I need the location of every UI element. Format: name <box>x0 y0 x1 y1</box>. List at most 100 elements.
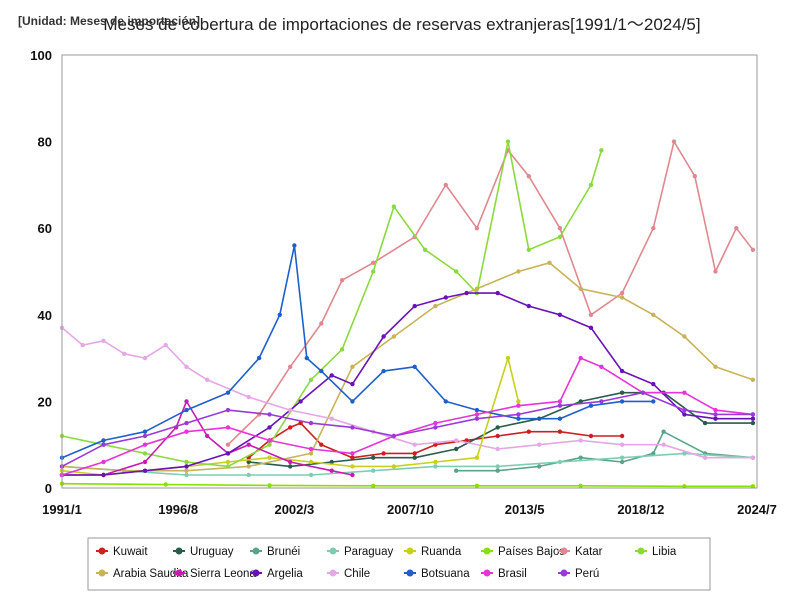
data-point <box>526 247 531 252</box>
legend-label: Libia <box>652 546 677 558</box>
data-point <box>391 433 397 439</box>
data-point <box>412 442 417 447</box>
data-point <box>619 390 625 395</box>
data-point <box>713 364 718 369</box>
data-point <box>433 420 438 426</box>
data-point <box>267 438 272 443</box>
series-lines <box>59 139 756 489</box>
unit-label: [Unidad: Meses de importación] <box>18 14 200 28</box>
data-point <box>391 464 397 469</box>
legend-label: Paraguay <box>344 546 393 558</box>
data-point <box>292 243 297 248</box>
data-point <box>371 455 376 460</box>
legend-label: Perú <box>575 568 599 580</box>
y-tick-label: 40 <box>38 308 52 323</box>
y-tick-label: 80 <box>38 135 52 150</box>
data-point <box>433 442 438 447</box>
data-point <box>443 399 448 404</box>
data-point <box>246 459 251 465</box>
legend-label: Brunéi <box>267 546 300 558</box>
data-point <box>308 472 314 478</box>
data-point <box>578 483 583 488</box>
data-point <box>308 459 314 465</box>
data-point <box>350 425 355 430</box>
data-point <box>619 459 625 465</box>
data-point <box>713 407 718 413</box>
data-point <box>578 455 583 460</box>
y-tick-label: 0 <box>45 481 52 496</box>
data-point <box>267 412 272 417</box>
data-point <box>588 312 594 317</box>
data-point <box>308 446 314 452</box>
legend-item: Sierra Leona <box>173 568 256 580</box>
data-point <box>619 442 625 447</box>
data-point <box>734 226 739 231</box>
legend-item: Ruanda <box>404 546 462 558</box>
data-point <box>184 399 189 404</box>
data-point <box>288 464 293 469</box>
data-point <box>101 442 106 447</box>
data-point <box>474 483 480 488</box>
data-point <box>184 472 189 478</box>
data-point <box>350 455 355 460</box>
legend-item: Arabia Saudita <box>96 568 189 580</box>
data-point <box>651 381 656 387</box>
data-point <box>495 446 500 452</box>
data-point <box>184 468 189 473</box>
data-point <box>578 438 583 443</box>
data-point <box>225 407 231 413</box>
data-point <box>557 234 563 240</box>
data-point <box>682 334 687 339</box>
series-chile <box>59 325 756 460</box>
data-point <box>288 364 293 369</box>
data-point <box>391 334 397 339</box>
data-point <box>682 390 687 395</box>
data-point <box>288 407 293 413</box>
data-point <box>750 420 756 426</box>
x-tick-label: 1991/1 <box>42 502 82 517</box>
data-point <box>184 429 189 434</box>
data-point <box>225 390 231 395</box>
data-point <box>557 416 563 421</box>
data-point <box>412 451 417 456</box>
legend-swatch-marker <box>406 547 414 555</box>
data-point <box>495 433 500 439</box>
data-point <box>319 368 324 374</box>
data-point <box>619 399 625 404</box>
legend-item: Botsuana <box>404 568 470 580</box>
data-point <box>682 484 687 489</box>
legend-swatch-marker <box>98 569 106 577</box>
legend-item: Brunéi <box>250 546 300 558</box>
data-point <box>371 468 376 473</box>
data-point <box>371 260 376 265</box>
data-point <box>371 483 376 488</box>
data-point <box>588 403 594 408</box>
data-point <box>713 412 718 417</box>
data-point <box>578 355 583 361</box>
y-tick-label: 100 <box>30 48 52 63</box>
data-point <box>599 148 604 153</box>
data-point <box>350 364 355 369</box>
data-point <box>619 290 625 296</box>
data-point <box>661 442 666 447</box>
data-point <box>433 464 438 469</box>
x-tick-label: 1996/8 <box>158 502 198 517</box>
data-point <box>184 459 189 465</box>
legend-swatch-marker <box>560 569 568 577</box>
data-point <box>163 342 168 348</box>
legend-swatch-marker <box>175 569 183 577</box>
data-point <box>329 416 334 421</box>
series-paises-bajos <box>59 481 756 489</box>
data-point <box>702 455 708 460</box>
legend-swatch-marker <box>483 547 491 555</box>
data-point <box>454 468 459 473</box>
data-point <box>329 468 334 473</box>
data-point <box>516 416 521 421</box>
data-point <box>184 464 189 469</box>
data-point <box>651 226 656 231</box>
data-point <box>225 451 231 456</box>
data-point <box>750 412 756 417</box>
data-point <box>329 459 334 465</box>
data-point <box>319 442 324 447</box>
